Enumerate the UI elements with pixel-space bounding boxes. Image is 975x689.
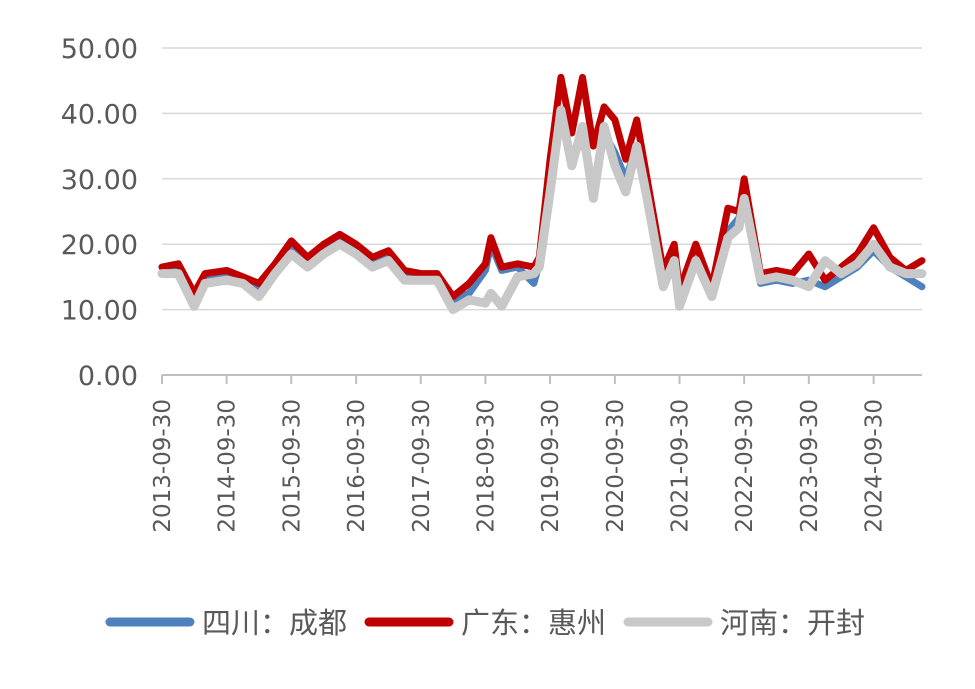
y-tick-label: 40.00	[61, 99, 138, 130]
legend-label: 四川：成都	[202, 606, 347, 640]
y-tick-label: 30.00	[61, 165, 138, 196]
legend-item-1: 四川：成都	[105, 606, 347, 640]
series-line-3	[157, 105, 927, 315]
x-tick-label: 2021-09-30	[668, 399, 694, 533]
x-tick-label: 2017-09-30	[409, 399, 435, 533]
x-tick-label: 2022-09-30	[732, 399, 758, 533]
x-tick-label: 2023-09-30	[797, 399, 823, 533]
x-tick-label: 2024-09-30	[862, 399, 888, 533]
legend-item-2: 广东：惠州	[364, 606, 606, 640]
legend-label: 河南：开封	[720, 606, 865, 640]
y-tick-label: 20.00	[61, 230, 138, 261]
y-tick-label: 10.00	[61, 296, 138, 327]
legend-label: 广东：惠州	[461, 606, 606, 640]
x-tick-label: 2016-09-30	[344, 399, 370, 533]
series-line-2	[158, 73, 926, 300]
x-axis: 2013-09-30 2014-09-30 2015-09-30 2016-09-30…	[150, 374, 922, 533]
y-tick-label: 50.00	[61, 34, 138, 65]
x-tick-label: 2019-09-30	[538, 399, 564, 533]
x-tick-label: 2018-09-30	[473, 399, 499, 533]
series-layer	[157, 73, 927, 315]
y-tick-label: 0.00	[78, 361, 138, 392]
x-tick-label: 2015-09-30	[279, 399, 305, 533]
y-axis-ticks: 0.00 10.00 20.00 30.00 40.00 50.00	[61, 34, 138, 392]
x-tick-label: 2020-09-30	[603, 399, 629, 533]
legend: 四川：成都 广东：惠州 河南：开封	[105, 606, 865, 640]
x-tick-label: 2013-09-30	[150, 399, 176, 533]
x-tick-label: 2014-09-30	[215, 399, 241, 533]
legend-item-3: 河南：开封	[623, 606, 865, 640]
